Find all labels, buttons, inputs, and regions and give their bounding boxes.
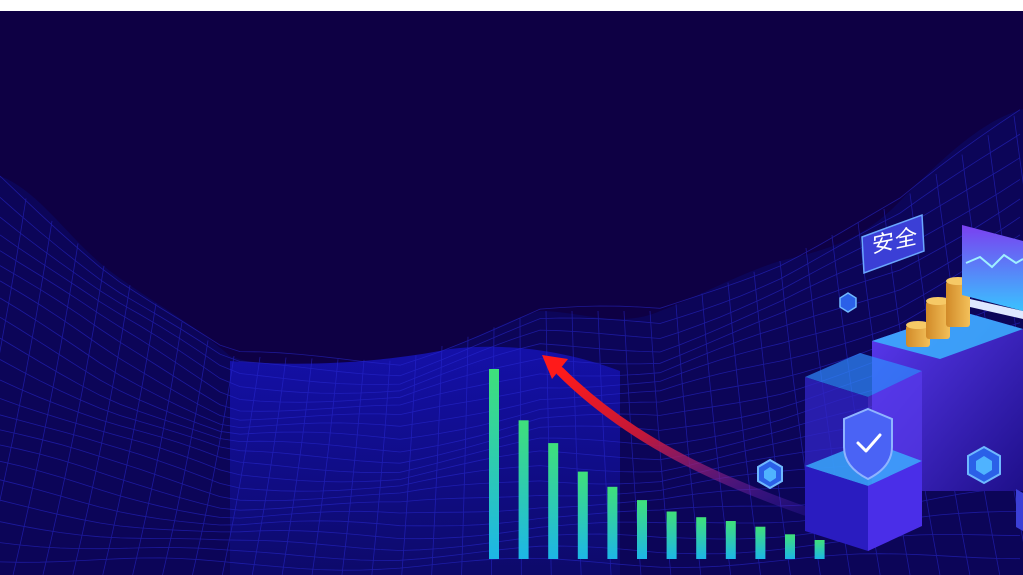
terrain-grid-line: [371, 360, 391, 575]
terrain-grid-line: [0, 253, 1021, 429]
terrain-grid-line: [0, 109, 1021, 366]
bar-11: [785, 534, 795, 559]
terrain-grid-line: [0, 157, 1021, 385]
terrain-grid-line: [401, 355, 417, 575]
scene-svg: [0, 109, 1023, 575]
bar-8: [696, 517, 707, 559]
terrain-grid-line: [0, 220, 53, 503]
bar-6: [637, 500, 647, 559]
terrain-grid-line: [251, 357, 287, 575]
terrain-grid-line: [0, 234, 1021, 421]
trend-arrow-icon: [542, 355, 810, 516]
terrain-grid-line: [311, 359, 339, 575]
terrain-grid-line: [102, 303, 157, 575]
bar-4: [577, 471, 588, 559]
shield-check-icon: [843, 407, 893, 481]
bar-9: [725, 521, 736, 559]
terrain-grid-line: [461, 336, 469, 575]
bar-3: [548, 443, 559, 559]
bar-2: [518, 420, 529, 559]
terrain-grid-line: [341, 359, 365, 575]
terrain-grid-line: [0, 179, 1021, 394]
terrain-grid-line: [72, 285, 131, 575]
coin-stack-icon: [906, 277, 970, 347]
security-flag: [861, 213, 925, 275]
bar-12: [814, 540, 825, 559]
tech-finance-scene: 安全: [0, 11, 1023, 575]
terrain-grid-line: [162, 340, 209, 575]
terrain-grid-line: [281, 358, 313, 575]
top-white-strip: [0, 0, 1023, 11]
terrain-grid-line: [221, 356, 261, 575]
bar-5: [607, 486, 618, 559]
terrain-grid-line: [42, 265, 105, 575]
bar-series: [489, 369, 825, 559]
terrain-grid-line: [132, 321, 183, 575]
terrain-grid-line: [753, 271, 791, 575]
terrain-grid-line: [0, 198, 1021, 403]
bar-1: [489, 369, 499, 559]
bar-7: [666, 511, 677, 559]
terrain-grid-line: [431, 345, 443, 575]
terrain-grid-line: [12, 243, 79, 575]
terrain-grid-line: [0, 133, 1021, 377]
terrain-grid-line: [779, 260, 821, 575]
monitor-chart-icon: [962, 225, 1023, 319]
hexagon-cube-icon: [757, 292, 1023, 531]
bar-10: [755, 526, 766, 559]
terrain-grid-line: [0, 553, 1021, 571]
terrain-grid-line: [192, 356, 235, 575]
terrain-grid-line: [0, 198, 27, 354]
